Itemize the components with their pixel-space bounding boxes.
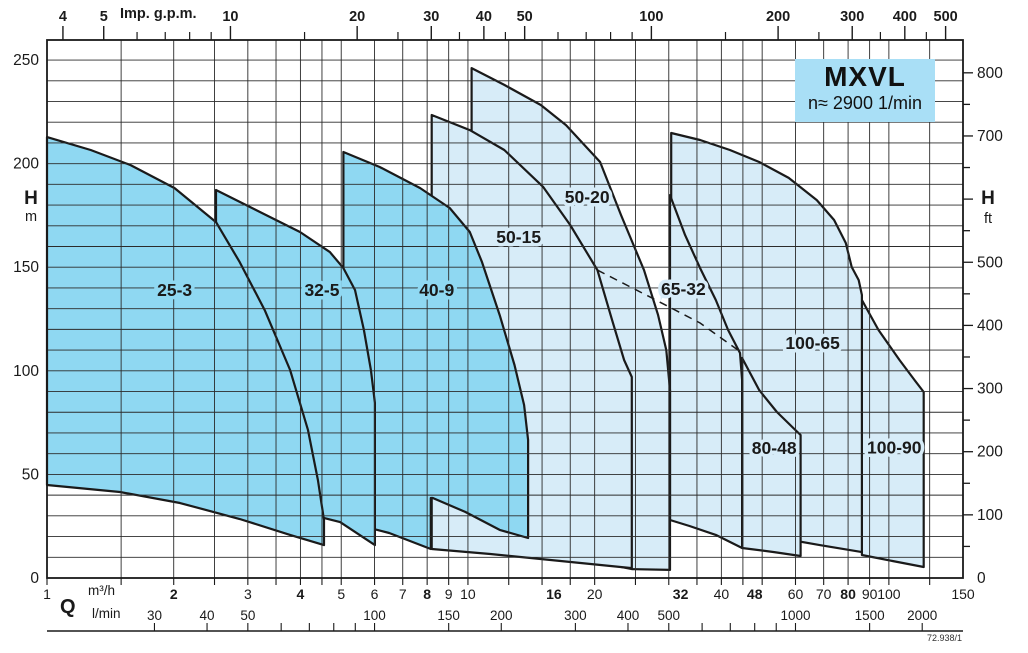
bottom-axis-m3h-label: 16 xyxy=(546,586,562,602)
top-axis-tick-label: 5 xyxy=(100,9,108,25)
left-axis-unit: m xyxy=(24,209,38,225)
envelope-label-40-9: 40-9 xyxy=(419,280,454,300)
bottom-axis-m3h-label: 80 xyxy=(840,586,856,602)
right-axis-tick-label: 300 xyxy=(977,381,1003,398)
envelope-25-3 xyxy=(45,136,326,547)
envelope-label-50-20: 50-20 xyxy=(565,187,610,207)
right-axis-tick-label: 700 xyxy=(977,128,1003,145)
bottom-axis-m3h-label: 3 xyxy=(244,586,252,602)
series-name: MXVL xyxy=(824,61,906,92)
bottom-axis-m3h-label: 90 xyxy=(862,586,878,602)
top-axis-tick-label: 30 xyxy=(423,9,439,25)
envelope-label-25-3: 25-3 xyxy=(157,280,192,300)
right-axis-tick-label: 400 xyxy=(977,317,1003,334)
top-axis-tick-label: 40 xyxy=(476,9,492,25)
right-axis-tick-label: 200 xyxy=(977,444,1003,461)
left-axis-tick-label: 100 xyxy=(13,363,39,380)
bottom-axis-m3h-label: 150 xyxy=(951,586,975,602)
top-axis-tick-label: 500 xyxy=(934,9,958,25)
right-axis-unit: ft xyxy=(983,211,993,227)
bottom-axis-m3h-label: 1 xyxy=(43,586,51,602)
bottom-axis-lmin-label: 40 xyxy=(200,608,215,623)
bottom-axis-unit-m3h: m³/h xyxy=(88,583,115,598)
right-axis-tick-label: 800 xyxy=(977,65,1003,82)
bottom-axis-unit-lmin: l/min xyxy=(92,606,121,621)
left-axis-tick-label: 50 xyxy=(22,466,40,483)
dashed-guide-line xyxy=(597,269,743,354)
bottom-axis-m3h-label: 100 xyxy=(877,586,901,602)
top-axis-tick-label: 20 xyxy=(349,9,365,25)
series-speed: n≈ 2900 1/min xyxy=(808,93,922,113)
bottom-axis-m3h-label: 40 xyxy=(714,586,730,602)
bottom-axis-m3h-label: 70 xyxy=(816,586,832,602)
bottom-axis-lmin-label: 200 xyxy=(490,608,513,623)
bottom-axis-lmin-label: 1000 xyxy=(780,608,810,623)
bottom-axis-lmin-label: 150 xyxy=(437,608,460,623)
bottom-axis-lmin-label: 30 xyxy=(147,608,162,623)
envelope-label-100-65: 100-65 xyxy=(785,333,840,353)
bottom-axis-lmin-label: 400 xyxy=(617,608,640,623)
envelope-100-90 xyxy=(860,298,925,569)
top-axis-tick-label: 10 xyxy=(222,9,238,25)
envelope-label-80-48: 80-48 xyxy=(752,438,797,458)
bottom-axis-lmin-label: 500 xyxy=(658,608,681,623)
left-axis-tick-label: 200 xyxy=(13,156,39,173)
bottom-axis-m3h-label: 6 xyxy=(371,586,379,602)
bottom-axis-m3h-label: 20 xyxy=(587,586,603,602)
top-axis-tick-label: 400 xyxy=(893,9,917,25)
envelope-label-100-90: 100-90 xyxy=(867,437,922,457)
bottom-axis-m3h-label: 9 xyxy=(445,586,453,602)
left-axis-title: H xyxy=(24,188,38,209)
top-axis-tick-label: 300 xyxy=(840,9,864,25)
series-title-box: MXVL n≈ 2900 1/min xyxy=(795,59,935,122)
top-axis-tick-label: 100 xyxy=(639,9,663,25)
bottom-axis-m3h-label: 10 xyxy=(460,586,476,602)
figure-number: 72.938/1 xyxy=(926,633,962,643)
bottom-axis-m3h-label: 48 xyxy=(747,586,763,602)
right-axis-tick-label: 0 xyxy=(977,570,986,587)
bottom-axis-lmin-label: 50 xyxy=(240,608,255,623)
top-axis-unit-label: Imp. g.p.m. xyxy=(120,6,197,22)
bottom-axis-m3h-label: 8 xyxy=(423,586,431,602)
bottom-axis-m3h-label: 60 xyxy=(788,586,804,602)
envelope-label-32-5: 32-5 xyxy=(304,280,339,300)
bottom-axis-lmin-label: 300 xyxy=(564,608,587,623)
envelope-65-32 xyxy=(668,194,744,550)
bottom-axis-m3h-label: 2 xyxy=(170,586,178,602)
bottom-axis-lmin-label: 2000 xyxy=(907,608,937,623)
left-axis-tick-label: 250 xyxy=(13,52,39,69)
top-axis-tick-label: 200 xyxy=(766,9,790,25)
bottom-axis-lmin-label: 100 xyxy=(363,608,386,623)
left-axis-tick-label: 150 xyxy=(13,259,39,276)
bottom-axis-m3h-label: 5 xyxy=(337,586,345,602)
envelope-80-48 xyxy=(741,356,802,558)
bottom-axis-m3h-label: 7 xyxy=(399,586,407,602)
envelope-label-65-32: 65-32 xyxy=(661,279,706,299)
bottom-axis-title: Q xyxy=(60,596,76,618)
bottom-axis-lmin-label: 1500 xyxy=(855,608,885,623)
right-axis-title: H xyxy=(981,188,995,209)
envelope-label-50-15: 50-15 xyxy=(496,227,541,247)
top-axis-tick-label: 50 xyxy=(517,9,533,25)
bottom-axis-m3h-label: 32 xyxy=(673,586,689,602)
right-axis-tick-label: 100 xyxy=(977,507,1003,524)
top-axis-tick-label: 4 xyxy=(59,9,67,25)
bottom-axis-m3h-label: 4 xyxy=(297,586,305,602)
right-axis-tick-label: 500 xyxy=(977,254,1003,271)
left-axis-tick-label: 0 xyxy=(30,570,39,587)
